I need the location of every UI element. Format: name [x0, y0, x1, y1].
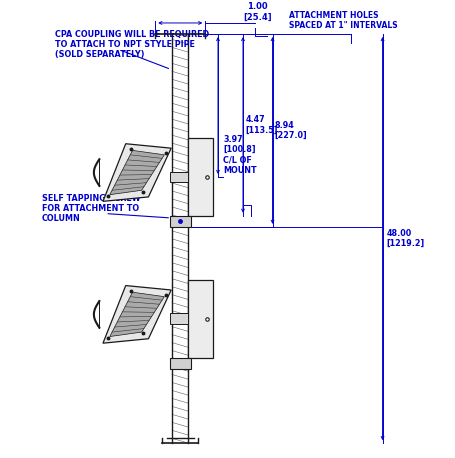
Text: SELF TAPPING SCREW
FOR ATTACHMENT TO
COLUMN: SELF TAPPING SCREW FOR ATTACHMENT TO COL… [41, 194, 140, 224]
Polygon shape [103, 144, 171, 202]
Text: CPA COUPLING WILL BE REQUIRED
TO ATTACH TO NPT STYLE PIPE
(SOLD SEPARATELY): CPA COUPLING WILL BE REQUIRED TO ATTACH … [55, 30, 209, 60]
Text: 48.00
[1219.2]: 48.00 [1219.2] [385, 229, 424, 248]
Bar [188, 138, 213, 216]
Text: ATTACHMENT HOLES
SPACED AT 1" INTERVALS: ATTACHMENT HOLES SPACED AT 1" INTERVALS [289, 11, 397, 31]
Text: 8.94
[227.0]: 8.94 [227.0] [274, 121, 307, 140]
Text: 1.00
[25.4]: 1.00 [25.4] [243, 2, 271, 22]
Text: 4.47
[113.5]: 4.47 [113.5] [245, 115, 277, 135]
Bar [170, 172, 188, 182]
Polygon shape [110, 150, 164, 195]
Text: 3.97
[100.8]
C/L OF
MOUNT: 3.97 [100.8] C/L OF MOUNT [223, 135, 257, 175]
Polygon shape [103, 286, 171, 343]
Bar [170, 313, 188, 324]
Bar [169, 358, 190, 369]
Polygon shape [110, 292, 164, 337]
Bar [188, 280, 213, 358]
Bar [169, 216, 190, 227]
